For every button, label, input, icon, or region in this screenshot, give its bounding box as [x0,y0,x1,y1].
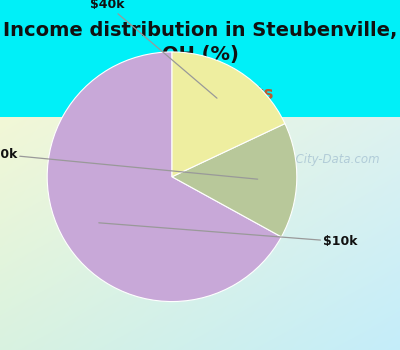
Text: $40k: $40k [90,0,217,98]
Text: Income distribution in Steubenville,
OH (%): Income distribution in Steubenville, OH … [3,21,397,64]
Wedge shape [172,124,297,237]
Text: $10k: $10k [99,223,358,248]
Text: City-Data.com: City-Data.com [288,153,380,166]
Text: $30k: $30k [0,148,258,179]
Wedge shape [172,52,285,177]
Text: Other residents: Other residents [126,85,274,103]
Wedge shape [47,52,281,302]
